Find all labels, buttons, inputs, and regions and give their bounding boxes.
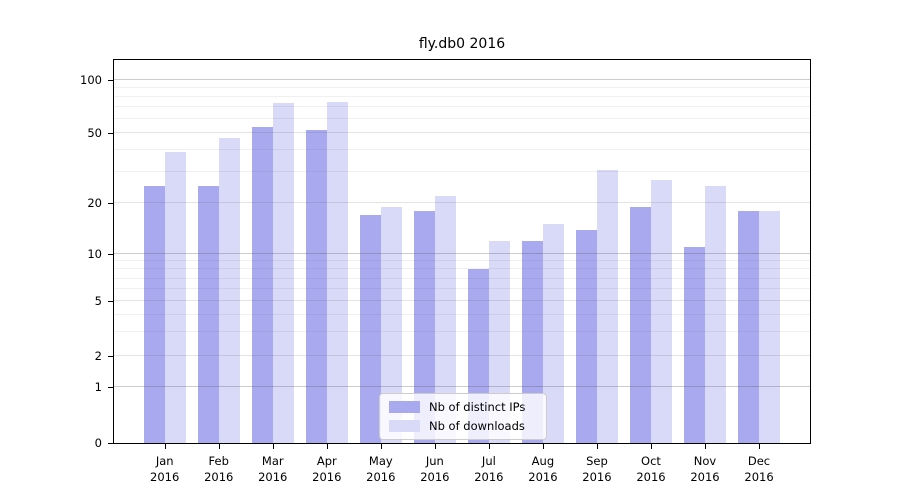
legend-label-distinct-ips: Nb of distinct IPs bbox=[429, 400, 526, 414]
legend-label-downloads: Nb of downloads bbox=[429, 419, 525, 433]
bar-dec-downloads bbox=[759, 211, 781, 443]
y-tick-label-2: 2 bbox=[94, 349, 102, 364]
y-tick-2 bbox=[108, 356, 113, 358]
x-tick-may bbox=[380, 444, 382, 449]
y-tick-100 bbox=[108, 79, 113, 81]
bar-sep-downloads bbox=[596, 169, 618, 443]
minor-gridline-8 bbox=[114, 268, 810, 270]
bar-feb-distinct-ips bbox=[197, 186, 219, 443]
legend-swatch-distinct-ips bbox=[389, 401, 420, 413]
major-gridline-5 bbox=[114, 300, 810, 302]
legend-item-distinct-ips: Nb of distinct IPs bbox=[389, 400, 537, 414]
bar-jun-downloads bbox=[434, 195, 456, 443]
y-tick-50 bbox=[108, 132, 113, 134]
bar-aug-distinct-ips bbox=[521, 240, 543, 443]
bar-aug-downloads bbox=[542, 224, 564, 443]
bar-jul-downloads bbox=[488, 240, 510, 443]
bar-jan-downloads bbox=[164, 152, 186, 443]
minor-gridline-3 bbox=[114, 331, 810, 333]
bar-feb-downloads bbox=[218, 137, 240, 443]
x-tick-label-nov: Nov 2016 bbox=[690, 454, 720, 484]
y-axis: 0 1 2 5 10 20 50 100 bbox=[0, 59, 113, 450]
y-tick-10 bbox=[108, 254, 113, 256]
x-tick-sep bbox=[596, 444, 598, 449]
y-tick-1 bbox=[108, 386, 113, 388]
bar-mar-distinct-ips bbox=[251, 127, 273, 443]
x-tick-nov bbox=[705, 444, 706, 449]
x-tick-feb bbox=[218, 444, 220, 449]
legend-swatch-downloads bbox=[389, 420, 420, 432]
bar-jun-distinct-ips bbox=[413, 211, 435, 443]
major-gridline-100 bbox=[114, 78, 810, 80]
x-tick-label-jun: Jun 2016 bbox=[420, 454, 450, 484]
bar-may-downloads bbox=[380, 207, 402, 443]
x-tick-oct bbox=[650, 444, 652, 449]
y-tick-label-50: 50 bbox=[87, 125, 102, 140]
bar-jan-distinct-ips bbox=[143, 186, 165, 443]
minor-gridline-90 bbox=[114, 86, 810, 88]
bar-may-distinct-ips bbox=[359, 215, 381, 443]
bar-sep-distinct-ips bbox=[575, 229, 597, 443]
x-tick-jul bbox=[488, 444, 490, 449]
legend: Nb of distinct IPs Nb of downloads bbox=[379, 393, 547, 440]
x-tick-label-sep: Sep 2016 bbox=[582, 454, 612, 484]
minor-gridline-70 bbox=[114, 106, 810, 108]
x-tick-label-dec: Dec 2016 bbox=[744, 454, 774, 484]
major-gridline-1 bbox=[114, 385, 810, 387]
bar-apr-distinct-ips bbox=[305, 129, 327, 443]
plot-area: Nb of distinct IPs Nb of downloads bbox=[113, 59, 811, 444]
x-tick-mar bbox=[272, 444, 274, 449]
x-tick-label-jul: Jul 2016 bbox=[474, 454, 504, 484]
x-tick-aug bbox=[542, 444, 544, 449]
y-tick-0 bbox=[108, 443, 113, 444]
y-tick-label-100: 100 bbox=[80, 72, 102, 87]
y-tick-label-5: 5 bbox=[94, 294, 102, 309]
chart-title: fly.db0 2016 bbox=[418, 36, 506, 52]
minor-gridline-30 bbox=[114, 171, 810, 173]
x-tick-label-oct: Oct 2016 bbox=[636, 454, 666, 484]
bar-nov-downloads bbox=[705, 186, 726, 443]
y-tick-5 bbox=[108, 301, 113, 303]
bar-dec-distinct-ips bbox=[738, 211, 760, 443]
bar-mar-downloads bbox=[272, 102, 294, 443]
bar-apr-downloads bbox=[326, 101, 348, 443]
y-tick-label-0: 0 bbox=[94, 436, 102, 450]
minor-gridline-9 bbox=[114, 260, 810, 262]
major-gridline-50 bbox=[114, 132, 810, 133]
minor-gridline-4 bbox=[114, 313, 810, 315]
major-gridline-20 bbox=[114, 202, 810, 204]
minor-gridline-80 bbox=[114, 95, 810, 97]
x-tick-label-feb: Feb 2016 bbox=[204, 454, 234, 484]
x-tick-jan bbox=[164, 444, 166, 449]
y-tick-label-1: 1 bbox=[94, 379, 102, 394]
bar-oct-downloads bbox=[650, 180, 672, 443]
x-tick-dec bbox=[759, 444, 761, 449]
y-tick-20 bbox=[108, 203, 113, 205]
minor-gridline-40 bbox=[114, 149, 810, 151]
bar-oct-distinct-ips bbox=[629, 207, 651, 443]
x-tick-label-aug: Aug 2016 bbox=[528, 454, 558, 484]
x-axis: Jan 2016 Feb 2016 Mar 2016 Apr 2016 May 2016 Jun 20… bbox=[113, 444, 811, 494]
y-tick-label-10: 10 bbox=[87, 247, 102, 262]
x-tick-apr bbox=[326, 444, 328, 449]
minor-gridline-7 bbox=[114, 277, 810, 279]
minor-gridline-6 bbox=[114, 288, 810, 290]
y-tick-label-20: 20 bbox=[87, 196, 102, 211]
x-tick-label-mar: Mar 2016 bbox=[258, 454, 288, 484]
major-gridline-2 bbox=[114, 355, 810, 357]
x-tick-label-apr: Apr 2016 bbox=[312, 454, 342, 484]
major-gridline-10 bbox=[114, 253, 810, 255]
legend-item-downloads: Nb of downloads bbox=[389, 419, 537, 433]
x-tick-jun bbox=[434, 444, 436, 449]
x-tick-label-may: May 2016 bbox=[366, 454, 396, 484]
x-tick-label-jan: Jan 2016 bbox=[150, 454, 180, 484]
minor-gridline-60 bbox=[114, 117, 810, 119]
bar-nov-distinct-ips bbox=[684, 247, 705, 443]
